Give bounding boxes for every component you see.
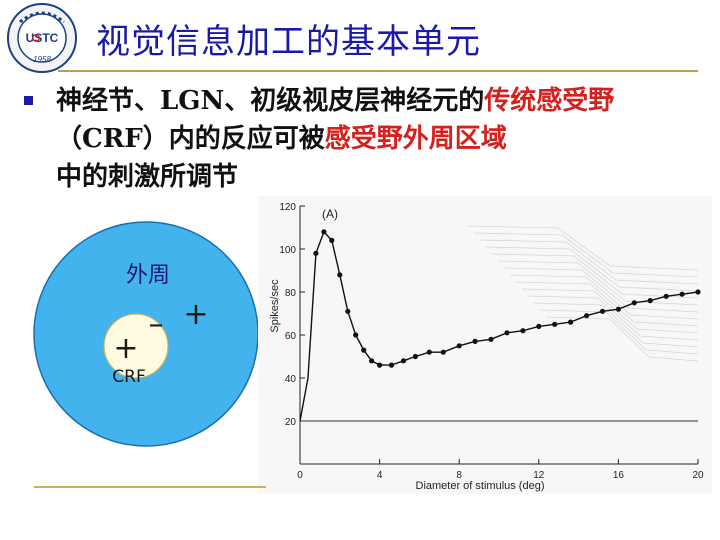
inhibitory-minus-sign: – [149, 307, 164, 342]
data-point [345, 308, 351, 314]
data-point [412, 353, 418, 360]
panel-label: (A) [322, 207, 338, 221]
data-point [552, 321, 558, 327]
data-point [647, 298, 653, 304]
data-point [388, 362, 395, 368]
background-trace [527, 295, 699, 341]
background-trace [509, 274, 699, 320]
background-trace [479, 239, 699, 285]
data-point [631, 300, 637, 306]
data-point [313, 250, 319, 256]
y-tick-label: 20 [285, 417, 297, 428]
y-tick-label: 60 [285, 331, 297, 342]
series-line [299, 230, 699, 422]
slide-title: 视觉信息加工的基本单元 [96, 22, 481, 62]
background-trace [473, 232, 699, 278]
data-point [584, 313, 590, 319]
background-trace [467, 225, 699, 271]
background-trace [533, 302, 699, 348]
crf-label: CRF [112, 367, 145, 387]
data-point [520, 328, 526, 334]
y-axis-title: Spikes/sec [269, 279, 281, 333]
logo-text: USTC [26, 31, 59, 45]
footer-divider [34, 486, 266, 488]
title-divider [58, 70, 698, 72]
x-tick-label: 12 [533, 470, 545, 481]
chart-axes: 20 40 60 80 100 120 0 4 8 12 16 20 [279, 202, 704, 481]
data-point [361, 347, 367, 353]
university-seal-icon: USTC 1958 [7, 3, 77, 73]
background-trace [545, 316, 699, 362]
y-tick-label: 100 [279, 245, 296, 256]
background-trace [485, 246, 699, 292]
body-part: （CRF）内的反应可被 [56, 124, 325, 154]
background-trace [497, 260, 699, 306]
data-point [426, 349, 432, 355]
y-tick-label: 80 [285, 288, 297, 299]
x-tick-label: 16 [613, 470, 625, 481]
x-tick-label: 20 [692, 470, 704, 481]
background-trace [503, 267, 699, 313]
x-axis-title: Diameter of stimulus (deg) [416, 480, 545, 492]
chart-series [299, 229, 701, 422]
body-part: 神经节、LGN、初级视皮层神经元的 [56, 86, 485, 116]
logo-year: 1958 [33, 55, 51, 64]
body-part: 中的刺激所调节 [56, 162, 239, 192]
data-point [679, 291, 685, 297]
center-circle [103, 313, 169, 379]
x-tick-label: 8 [456, 470, 462, 481]
data-point [488, 336, 494, 342]
data-point [568, 319, 574, 325]
data-point [321, 229, 327, 235]
receptive-field-diagram: 外周 + – + CRF [33, 221, 259, 447]
data-point [337, 272, 343, 278]
x-tick-label: 0 [297, 470, 303, 481]
background-trace [515, 281, 699, 327]
data-point [400, 358, 407, 364]
data-point [456, 343, 462, 349]
center-plus-sign: + [113, 331, 138, 366]
y-tick-label: 40 [285, 374, 297, 385]
data-point [472, 338, 478, 344]
data-point [369, 358, 375, 364]
size-tuning-chart: 20 40 60 80 100 120 0 4 8 12 16 20 (A) Diameter of … [258, 196, 712, 494]
data-point [440, 349, 446, 355]
data-point [377, 362, 383, 368]
background-trace [539, 309, 699, 355]
x-tick-label: 4 [377, 470, 383, 481]
data-point [599, 308, 606, 314]
data-point [536, 323, 542, 329]
data-point [353, 332, 359, 338]
data-point [615, 306, 621, 312]
body-highlight: 传统感受野 [484, 86, 615, 116]
body-paragraph: 神经节、LGN、初级视皮层神经元的传统感受野 （CRF）内的反应可被感受野外周区域… [56, 82, 676, 196]
y-tick-label: 120 [279, 202, 296, 213]
data-point [504, 330, 510, 336]
surround-plus-sign: + [183, 297, 208, 332]
background-trace [491, 253, 699, 299]
surround-label: 外周 [126, 263, 170, 288]
data-point [329, 237, 335, 243]
data-point [663, 293, 669, 299]
data-point [695, 289, 701, 295]
bullet-icon [24, 96, 33, 105]
body-highlight: 感受野外周区域 [324, 124, 507, 154]
